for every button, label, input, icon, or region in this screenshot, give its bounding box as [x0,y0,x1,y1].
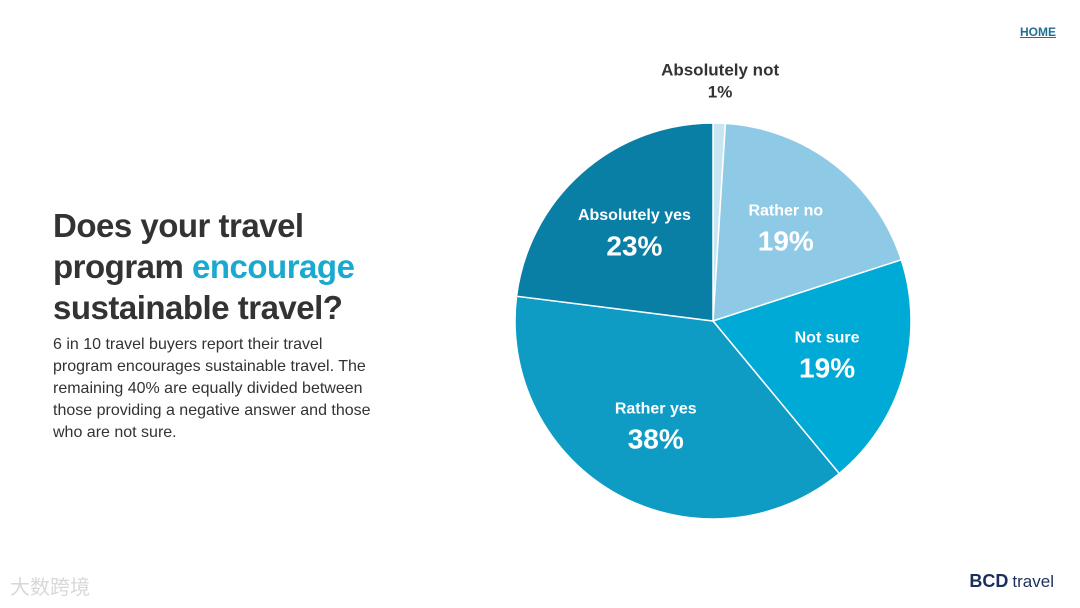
pie-slice [711,258,912,475]
slice-value: 23% [606,230,662,261]
slice-value: 38% [628,423,684,454]
logo-brand: BCD [969,571,1009,591]
heading-line: Does your travel [53,207,304,244]
pie-slice [515,122,714,322]
watermark: 大数跨境 [10,577,90,599]
pie-slice [712,122,903,323]
slice-name: Absolutely yes [578,207,691,224]
slice-value: 19% [758,226,814,257]
heading-highlight: encourage [192,248,355,285]
logo: BCD travel [969,571,1054,592]
heading-line: sustainable travel? [53,289,343,326]
pie-slice [514,295,841,520]
slice-value: 1% [708,83,733,102]
slice-name: Absolutely not [661,61,779,80]
slice-name: Not sure [795,329,860,346]
home-link[interactable]: HOME [1020,25,1056,39]
slice-value: 19% [799,353,855,384]
slice-name: Rather yes [615,400,697,417]
slice-name: Rather no [748,202,823,219]
logo-suffix: travel [1012,572,1054,591]
heading-word: program [53,248,184,285]
body-text: 6 in 10 travel buyers report their trave… [53,336,371,441]
heading: Does your travel program encourage sustain… [53,205,355,328]
